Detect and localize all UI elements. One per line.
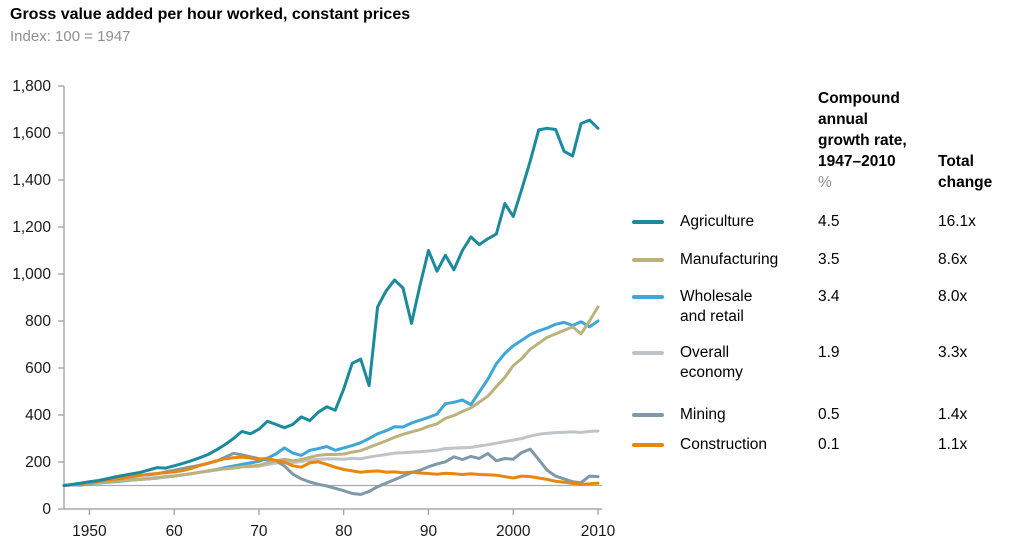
agriculture-total-change-value: 16.1x [938, 213, 976, 230]
x-tick-label: 1950 [72, 523, 107, 540]
y-tick-label: 0 [42, 501, 51, 518]
manufacturing-label-line: Manufacturing [680, 251, 779, 268]
y-tick-label: 1,800 [12, 78, 51, 95]
construction-label-line: Construction [680, 436, 768, 453]
line-construction [62, 455, 600, 487]
wholesale-swatch [632, 295, 664, 299]
line-manufacturing [62, 305, 600, 487]
mining-cagr-value: 0.5 [818, 406, 840, 423]
wholesale-label-line: Wholesale [680, 288, 753, 305]
legend-header-cagr: Compound annual growth rate, 1947–2010% [818, 88, 907, 193]
y-tick-label: 1,400 [12, 172, 51, 189]
agriculture-label-line: Agriculture [680, 213, 755, 230]
cagr-header-line: Compound [818, 90, 900, 107]
cagr-unit-label: % [818, 174, 832, 191]
line-agriculture [62, 118, 600, 487]
page-title: Gross value added per hour worked, const… [10, 6, 411, 23]
agriculture-swatch [632, 220, 664, 224]
mining-swatch [632, 413, 664, 417]
construction-label: Construction [680, 435, 815, 455]
y-tick-label: 200 [25, 454, 51, 471]
construction-total-change-value: 1.1x [938, 436, 968, 453]
wholesale-cagr-value: 3.4 [818, 288, 840, 305]
line-wholesale [62, 319, 600, 487]
manufacturing-label: Manufacturing [680, 250, 815, 270]
y-tick-label: 1,000 [12, 266, 51, 283]
y-tick-label: 600 [25, 360, 51, 377]
cagr-header-line: 1947–2010 [818, 153, 896, 170]
overall-swatch [632, 351, 664, 355]
overall-total-change-value: 3.3x [938, 344, 968, 361]
x-tick-label: 90 [420, 523, 438, 540]
construction-cagr-value: 0.1 [818, 436, 840, 453]
construction-swatch [632, 443, 664, 447]
wholesale-label-line: and retail [680, 308, 744, 325]
overall-label: Overall economy [680, 343, 815, 383]
x-tick-label: 2010 [581, 523, 616, 540]
mining-label-line: Mining [680, 406, 726, 423]
y-tick-label: 1,200 [12, 219, 51, 236]
manufacturing-total-change-value: 8.6x [938, 251, 968, 268]
page-subtitle: Index: 100 = 1947 [10, 28, 131, 45]
mining-label: Mining [680, 405, 815, 425]
x-tick-label: 2000 [496, 523, 531, 540]
y-tick-label: 1,600 [12, 125, 51, 142]
manufacturing-swatch [632, 258, 664, 262]
overall-label-line: Overall [680, 344, 730, 361]
cagr-header-line: annual [818, 111, 868, 128]
y-tick-label: 800 [25, 313, 51, 330]
agriculture-cagr-value: 4.5 [818, 213, 840, 230]
total-header-line: change [938, 174, 993, 191]
productivity-line-chart: 0 200 400 600 800 1,000 1,200 1,400 1,600 1,800 19… [12, 78, 616, 540]
legend-header-total: Total change [938, 151, 992, 193]
overall-label-line: economy [680, 364, 743, 381]
x-tick-label: 80 [335, 523, 353, 540]
overall-cagr-value: 1.9 [818, 344, 840, 361]
cagr-header-line: growth rate, [818, 132, 907, 149]
x-tick-label: 70 [250, 523, 268, 540]
wholesale-total-change-value: 8.0x [938, 288, 968, 305]
manufacturing-cagr-value: 3.5 [818, 251, 840, 268]
agriculture-label: Agriculture [680, 212, 815, 232]
wholesale-label: Wholesale and retail [680, 287, 815, 327]
y-tick-label: 400 [25, 407, 51, 424]
mining-total-change-value: 1.4x [938, 406, 968, 423]
total-header-line: Total [938, 153, 974, 170]
x-tick-label: 60 [166, 523, 184, 540]
